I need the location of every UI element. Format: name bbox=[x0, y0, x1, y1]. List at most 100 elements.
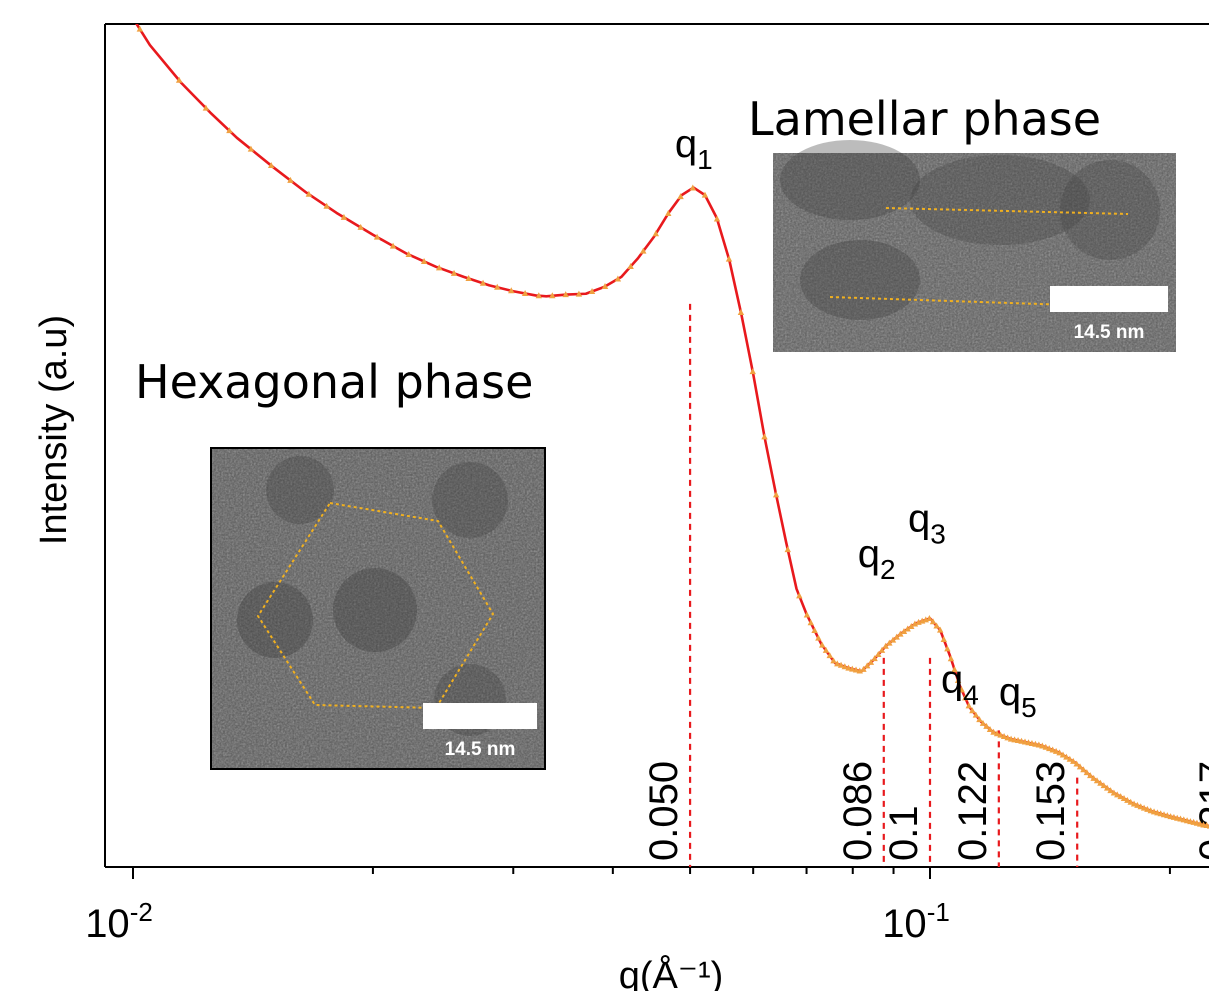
data-point bbox=[784, 546, 791, 553]
data-point bbox=[1117, 793, 1124, 800]
peak-position-label: 0.050 bbox=[642, 761, 686, 861]
data-point bbox=[1130, 800, 1138, 807]
data-point bbox=[1206, 824, 1209, 829]
data-point bbox=[761, 433, 768, 440]
lamellar-inset: Lamellar phase 14.5 nm bbox=[748, 92, 1176, 352]
data-point bbox=[202, 104, 210, 111]
data-point bbox=[979, 719, 987, 726]
data-point bbox=[1100, 782, 1108, 789]
data-point bbox=[997, 731, 1004, 738]
data-point bbox=[815, 634, 822, 641]
data-point bbox=[640, 247, 647, 254]
data-point bbox=[837, 661, 845, 668]
data-point bbox=[878, 646, 886, 653]
data-point bbox=[1066, 755, 1074, 762]
data-point bbox=[465, 275, 472, 282]
scale-bar-label: 14.5 nm bbox=[1074, 322, 1145, 343]
data-point bbox=[1124, 796, 1131, 803]
y-axis-label: Intensity (a.u) bbox=[33, 315, 75, 545]
data-point bbox=[1073, 760, 1080, 767]
data-point bbox=[405, 251, 412, 258]
data-point bbox=[1203, 822, 1209, 829]
data-point bbox=[962, 694, 969, 701]
x-axis-label: q(Å⁻¹) bbox=[619, 953, 724, 991]
data-point bbox=[937, 626, 944, 633]
peak-label: q2 bbox=[858, 532, 896, 585]
data-point bbox=[830, 657, 837, 664]
data-point bbox=[749, 368, 756, 375]
x-tick-label: 10-1 bbox=[882, 897, 950, 946]
data-point bbox=[136, 25, 144, 32]
data-point bbox=[886, 639, 893, 646]
data-series bbox=[135, 24, 1209, 829]
x-tick-label: 10-2 bbox=[85, 897, 153, 946]
data-point bbox=[897, 630, 904, 637]
data-point bbox=[900, 628, 908, 635]
data-point bbox=[863, 662, 871, 669]
data-point bbox=[860, 665, 867, 672]
data-point bbox=[969, 707, 976, 714]
data-point bbox=[954, 677, 962, 684]
data-point bbox=[226, 127, 233, 134]
data-point bbox=[1080, 766, 1087, 773]
data-point bbox=[287, 176, 294, 183]
data-point bbox=[834, 660, 841, 667]
data-point bbox=[373, 233, 381, 240]
data-point bbox=[1110, 789, 1118, 796]
hexagonal-inset: Hexagonal phase 14.5 nm bbox=[135, 355, 546, 770]
data-point bbox=[627, 263, 634, 270]
hexagonal-title: Hexagonal phase bbox=[135, 355, 533, 409]
data-point bbox=[665, 210, 672, 217]
data-point bbox=[588, 287, 596, 294]
data-point bbox=[1103, 784, 1111, 791]
data-point bbox=[549, 292, 556, 299]
data-point bbox=[652, 230, 660, 237]
data-point bbox=[575, 290, 583, 297]
data-point bbox=[993, 730, 1001, 737]
data-point bbox=[875, 651, 882, 658]
data-point bbox=[713, 215, 721, 222]
data-point bbox=[340, 213, 348, 220]
lamellar-tem-image: 14.5 nm bbox=[773, 140, 1176, 352]
data-point bbox=[841, 663, 849, 670]
data-point bbox=[1042, 743, 1049, 750]
data-point bbox=[871, 655, 878, 662]
data-point bbox=[926, 615, 933, 622]
data-point bbox=[911, 620, 919, 627]
data-point bbox=[796, 592, 803, 599]
data-point bbox=[357, 223, 364, 230]
data-point bbox=[1056, 749, 1063, 756]
data-point bbox=[807, 619, 814, 626]
data-point bbox=[701, 191, 709, 198]
peak-labels: q1q2q3q4q5q6 bbox=[675, 122, 1037, 723]
data-point bbox=[1083, 769, 1091, 776]
plot-frame bbox=[104, 23, 1209, 868]
data-point bbox=[267, 162, 275, 169]
data-point bbox=[494, 283, 501, 290]
data-point bbox=[725, 255, 733, 262]
data-point bbox=[1052, 747, 1060, 754]
data-point bbox=[990, 728, 997, 735]
hexagon-guide bbox=[256, 501, 495, 710]
data-point bbox=[689, 184, 697, 191]
data-point bbox=[1059, 751, 1067, 758]
data-point bbox=[1093, 777, 1101, 784]
scale-bar bbox=[423, 703, 537, 729]
data-point bbox=[1120, 795, 1128, 802]
data-point bbox=[1114, 791, 1121, 798]
peak-position-label: 0.122 bbox=[951, 761, 995, 861]
data-point bbox=[1046, 745, 1053, 752]
data-point bbox=[614, 275, 622, 282]
data-point bbox=[479, 279, 487, 286]
peak-label: q1 bbox=[675, 122, 713, 175]
data-point bbox=[1140, 804, 1148, 811]
data-point bbox=[958, 686, 965, 693]
data-point bbox=[940, 636, 947, 643]
data-point bbox=[1090, 774, 1097, 781]
data-point bbox=[852, 666, 860, 673]
data-point bbox=[811, 626, 818, 633]
x-axis-ticks: 10-2 10-1 bbox=[85, 867, 1171, 946]
data-point bbox=[1000, 732, 1008, 739]
data-point bbox=[1063, 753, 1070, 760]
